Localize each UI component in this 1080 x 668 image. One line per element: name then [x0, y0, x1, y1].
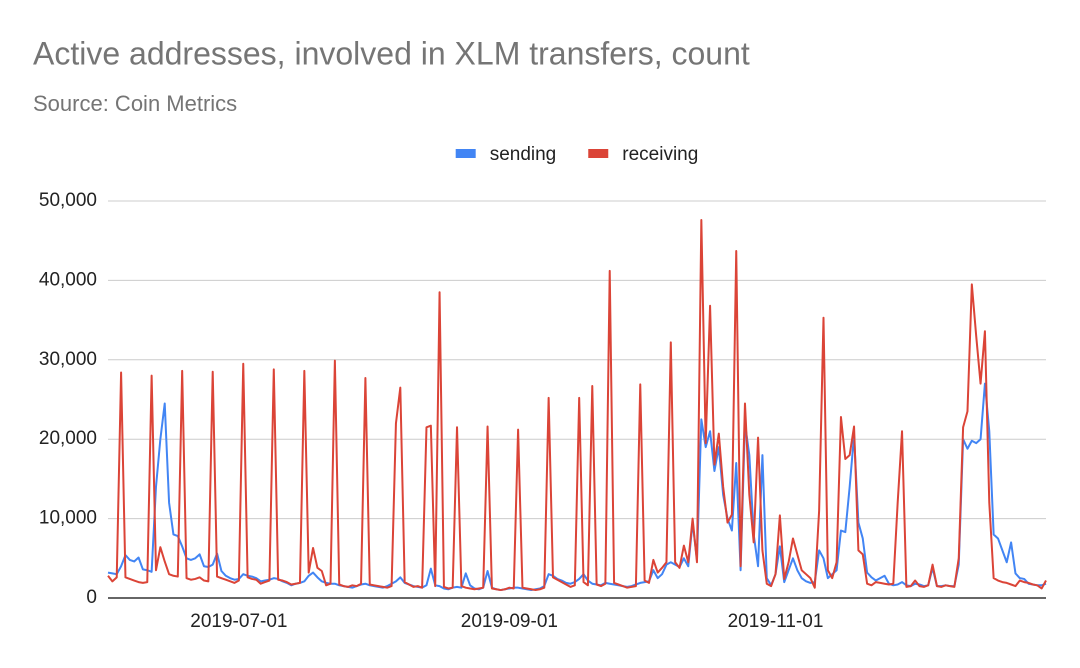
- chart-title: Active addresses, involved in XLM transf…: [33, 35, 750, 71]
- x-tick-label: 2019-07-01: [190, 611, 287, 632]
- legend-item: receiving: [588, 144, 698, 165]
- series-line: [107, 219, 1047, 592]
- legend-item: sending: [455, 144, 557, 165]
- x-tick-label: 2019-11-01: [728, 611, 824, 632]
- legend-label: sending: [490, 144, 557, 165]
- legend-swatch: [455, 149, 476, 158]
- y-tick-label: 0: [86, 587, 97, 608]
- x-tick-label: 2019-09-01: [461, 611, 558, 632]
- chart-subtitle: Source: Coin Metrics: [33, 91, 237, 116]
- legend: sending receiving: [455, 144, 698, 165]
- y-tick-label: 40,000: [39, 269, 97, 290]
- y-tick-label: 20,000: [39, 428, 97, 449]
- legend-swatch: [588, 149, 609, 158]
- y-tick-label: 50,000: [39, 190, 97, 211]
- legend-label: receiving: [622, 144, 698, 165]
- y-tick-label: 30,000: [39, 349, 97, 370]
- y-tick-label: 10,000: [39, 508, 97, 529]
